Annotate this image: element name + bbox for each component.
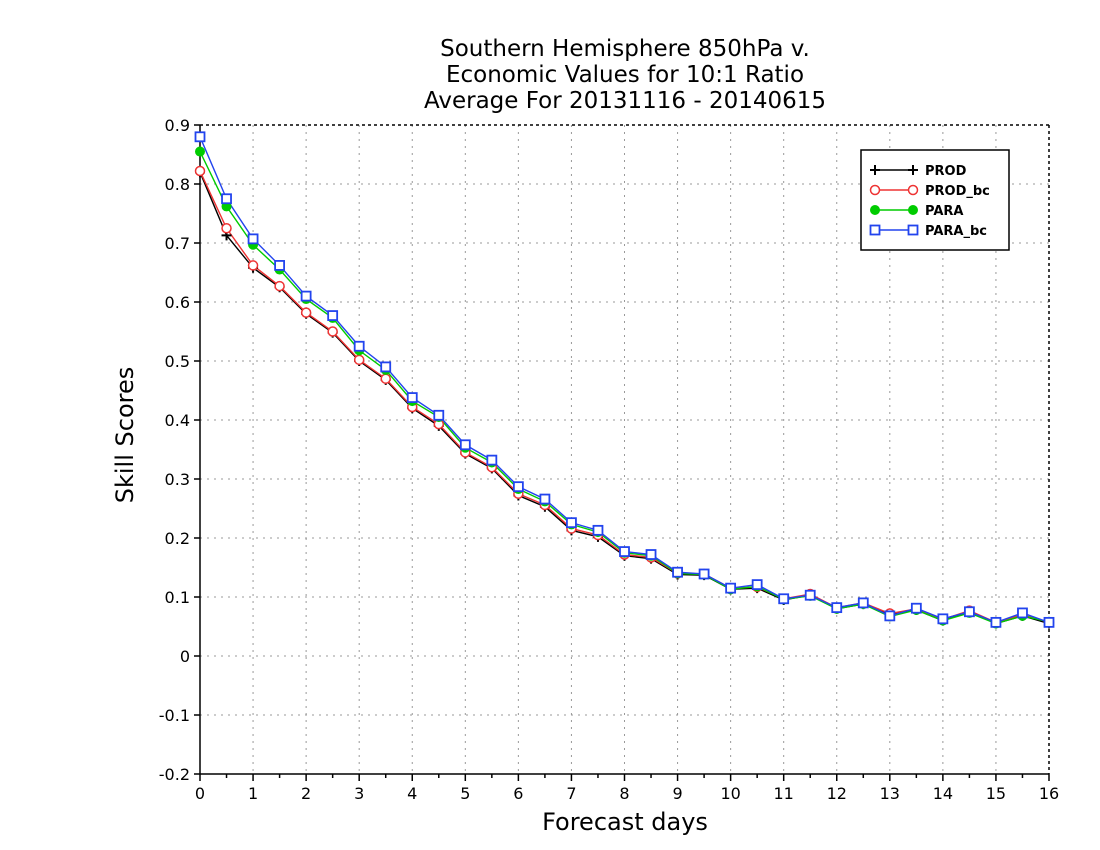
legend-marker-para: [870, 205, 880, 215]
x-tick-label: 12: [827, 784, 847, 803]
x-tick-label: 11: [774, 784, 794, 803]
data-point-para-bc: [274, 260, 285, 271]
data-point-para-bc: [221, 193, 232, 205]
data-point-para-bc: [698, 568, 710, 580]
data-point-para-bc: [1017, 607, 1028, 619]
x-tick-label: 1: [248, 784, 258, 803]
legend-marker-para: [908, 205, 918, 215]
data-point-prod-bc: [380, 373, 391, 384]
legend: [860, 149, 1010, 251]
data-point-prod-bc: [221, 223, 232, 234]
data-point-para: [195, 146, 205, 157]
data-point-para-bc: [512, 481, 524, 493]
data-point-prod-bc: [353, 354, 365, 366]
x-tick-label: 5: [460, 784, 470, 803]
data-point-para-bc: [725, 582, 737, 594]
legend-marker-prod-bc: [907, 184, 919, 196]
data-point-para-bc: [566, 517, 577, 529]
x-axis-label: Forecast days: [542, 808, 708, 836]
data-point-para-bc: [433, 409, 445, 421]
legend-marker-prod: [870, 165, 880, 175]
data-point-para-bc: [751, 579, 763, 591]
x-tick-label: 14: [933, 784, 953, 803]
y-tick-label: 0.1: [165, 588, 190, 607]
y-tick-label: -0.2: [159, 765, 190, 784]
data-point-prod-bc: [327, 326, 338, 337]
legend-label-para: PARA: [925, 204, 963, 219]
legend-marker-para-bc: [907, 224, 919, 236]
data-point-para-bc: [486, 454, 498, 466]
x-tick-label: 8: [619, 784, 629, 803]
data-point-para-bc: [539, 493, 551, 505]
data-point-para-bc: [937, 613, 949, 625]
x-tick-label: 15: [986, 784, 1006, 803]
data-point-para-bc: [857, 597, 869, 609]
chart-title-line-2: Economic Values for 10:1 Ratio: [445, 62, 805, 88]
x-tick-label: 0: [195, 784, 205, 803]
data-point-para-bc: [619, 546, 630, 557]
data-point-para-bc: [831, 602, 843, 614]
data-point-para-bc: [804, 589, 816, 601]
y-tick-label: 0.4: [165, 411, 190, 430]
data-point-prod-bc: [194, 165, 206, 177]
y-tick-label: 0.3: [165, 470, 190, 489]
data-point-para-bc: [884, 610, 896, 622]
y-tick-label: 0.9: [165, 116, 190, 135]
y-tick-label: 0.2: [165, 529, 190, 548]
x-tick-label: 2: [301, 784, 311, 803]
data-point-para-bc: [1043, 616, 1055, 628]
data-point-para-bc: [645, 549, 657, 560]
chart-title-line-3: Average For 20131116 - 20140615: [423, 88, 827, 114]
y-tick-label: -0.1: [159, 706, 190, 725]
chart-title-line-1: Southern Hemisphere 850hPa v.: [440, 36, 810, 62]
data-point-para-bc: [910, 602, 922, 614]
x-tick-label: 13: [880, 784, 900, 803]
legend-label-prod-bc: PROD_bc: [925, 184, 990, 199]
x-tick-label: 3: [354, 784, 364, 803]
data-point-para-bc: [380, 361, 392, 373]
data-point-para-bc: [194, 131, 206, 143]
data-point-para-bc: [353, 340, 365, 352]
y-tick-label: 0: [180, 647, 190, 666]
y-tick-label: 0.5: [165, 352, 190, 371]
legend-marker-prod: [908, 165, 918, 175]
x-tick-label: 7: [566, 784, 576, 803]
legend-marker-para-bc: [869, 224, 881, 236]
legend-label-prod: PROD: [925, 164, 967, 179]
legend-marker-prod-bc: [869, 184, 881, 196]
data-point-para-bc: [778, 593, 790, 605]
y-tick-label: 0.8: [165, 175, 190, 194]
data-point-para-bc: [459, 439, 471, 451]
data-point-para-bc: [247, 233, 259, 245]
data-point-prod-bc: [247, 260, 259, 271]
data-point-para-bc: [672, 566, 683, 578]
data-point-prod-bc: [274, 280, 285, 292]
data-point-prod-bc: [300, 307, 312, 318]
data-point-para-bc: [592, 524, 604, 536]
legend-label-para-bc: PARA_bc: [925, 224, 987, 239]
x-tick-label: 4: [407, 784, 417, 803]
data-point-para-bc: [300, 290, 312, 302]
x-tick-label: 16: [1039, 784, 1059, 803]
y-tick-label: 0.7: [165, 234, 190, 253]
data-point-para-bc: [327, 310, 339, 321]
data-point-para-bc: [964, 606, 975, 618]
data-point-para-bc: [990, 616, 1002, 628]
y-tick-label: 0.6: [165, 293, 190, 312]
x-tick-label: 6: [513, 784, 523, 803]
data-point-para-bc: [406, 392, 418, 403]
y-axis-label: Skill Scores: [111, 366, 139, 504]
x-tick-label: 9: [672, 784, 682, 803]
x-tick-label: 10: [720, 784, 740, 803]
